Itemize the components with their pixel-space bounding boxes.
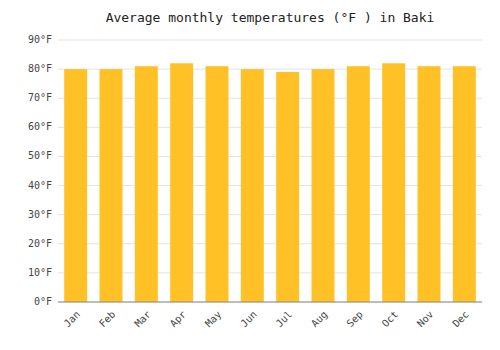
bar: [453, 66, 476, 302]
x-tick-label: Mar: [132, 309, 153, 330]
bar: [100, 69, 123, 302]
x-tick-label: Sep: [344, 309, 365, 330]
x-tick-label: Aug: [309, 309, 330, 330]
chart: 0°F 10°F 20°F 30°F 40°F 50°F 60°F 70°F 80°F 90°F J…: [0, 0, 500, 350]
grid: [58, 40, 482, 302]
bar: [312, 69, 335, 302]
x-tick-label: Apr: [168, 309, 189, 330]
bar: [64, 69, 87, 302]
x-tick-label: Feb: [97, 309, 118, 330]
x-tick-label: Oct: [380, 309, 401, 330]
bar: [135, 66, 158, 302]
grid-line: [58, 40, 482, 41]
y-tick-label: 20°F: [28, 238, 52, 249]
y-tick-label: 30°F: [28, 209, 52, 220]
bar: [276, 72, 299, 302]
y-tick-label: 40°F: [28, 180, 52, 191]
y-axis: 0°F 10°F 20°F 30°F 40°F 50°F 60°F 70°F 80°F 90°F: [28, 34, 52, 307]
title: Average monthly temperatures (°F ) in Ba…: [106, 10, 435, 25]
bars: [64, 63, 476, 302]
y-tick-label: 0°F: [34, 296, 52, 307]
x-tick-label: May: [203, 309, 224, 330]
grid-line: [58, 302, 482, 303]
y-tick-label: 80°F: [28, 63, 52, 74]
bar: [382, 63, 405, 302]
bar: [206, 66, 229, 302]
x-tick-label: Jan: [62, 309, 83, 330]
y-tick-label: 10°F: [28, 267, 52, 278]
y-tick-label: 50°F: [28, 150, 52, 161]
x-axis-line: [58, 302, 482, 303]
x-tick-label: Jun: [238, 309, 259, 330]
background: [0, 0, 500, 350]
y-tick-label: 90°F: [28, 34, 52, 45]
x-tick-label: Dec: [450, 309, 471, 330]
bar: [170, 63, 193, 302]
bar: [241, 69, 264, 302]
x-tick-label: Nov: [415, 309, 436, 330]
x-tick-label: Jul: [274, 309, 295, 330]
bar: [347, 66, 370, 302]
bar: [418, 66, 441, 302]
x-axis: Jan Feb Mar Apr May Jun Jul Aug Sep Oct Nov Dec: [58, 302, 482, 329]
y-tick-label: 70°F: [28, 92, 52, 103]
y-tick-label: 60°F: [28, 121, 52, 132]
